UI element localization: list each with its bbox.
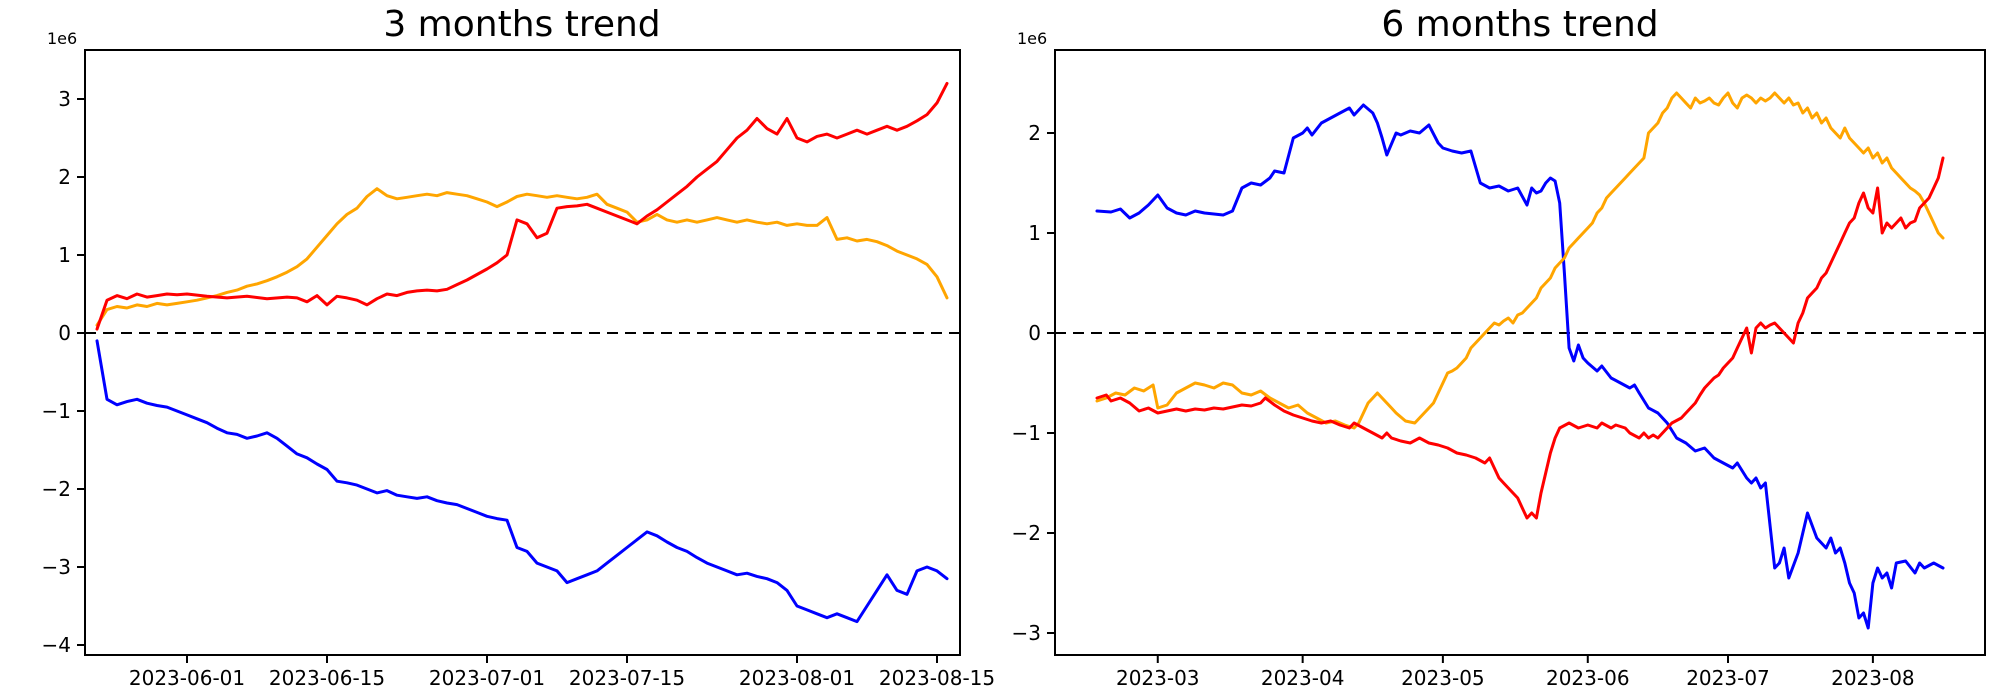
plot-area: 2 1 0 −1 −2 −3 2023-03 2023-04 2023-05 2023-06 202…	[1012, 49, 1986, 690]
series-line-blue	[1095, 103, 1945, 630]
y-tick-label: −3	[42, 555, 71, 579]
chart-3-months-trend: 3 months trend 1e6 3 2 1 0 −1 −2 −3 −4 2023-06-0…	[42, 4, 996, 690]
x-tick-label: 2023-03	[1116, 666, 1200, 690]
y-tick-label: −1	[1012, 421, 1041, 445]
plot-area: 3 2 1 0 −1 −2 −3 −4 2023-06-01 2023-06-15 2023-07-…	[42, 49, 995, 690]
x-tick-label: 2023-04	[1261, 666, 1345, 690]
y-tick-label: −3	[1012, 621, 1041, 645]
y-axis-offset-label: 1e6	[47, 29, 77, 48]
y-tick-label: −2	[1012, 521, 1041, 545]
y-axis-offset-label: 1e6	[1017, 29, 1047, 48]
x-tick-label: 2023-06-15	[269, 666, 385, 690]
x-tick-label: 2023-05	[1401, 666, 1485, 690]
x-tick-label: 2023-07	[1686, 666, 1770, 690]
y-tick-label: 0	[58, 321, 71, 345]
y-tick-label: 2	[58, 165, 71, 189]
y-tick-label: 2	[1028, 121, 1041, 145]
x-tick-label: 2023-08	[1831, 666, 1915, 690]
x-tick-label: 2023-07-01	[429, 666, 545, 690]
chart-title: 6 months trend	[1381, 4, 1658, 45]
x-tick-label: 2023-08-15	[879, 666, 995, 690]
y-tick-label: 1	[58, 243, 71, 267]
series-line-red	[95, 81, 949, 331]
axes-spines	[84, 49, 961, 656]
axes-spines	[1054, 49, 1986, 656]
y-tick-label: −4	[42, 633, 71, 657]
chart-title: 3 months trend	[383, 4, 660, 45]
series-line-blue	[95, 339, 949, 624]
x-tick-label: 2023-06	[1546, 666, 1630, 690]
y-tick-label: 3	[58, 87, 71, 111]
x-tick-label: 2023-08-01	[739, 666, 855, 690]
series-line-orange	[95, 187, 949, 327]
series-line-red	[1095, 156, 1945, 520]
y-tick-label: 1	[1028, 221, 1041, 245]
x-tick-label: 2023-06-01	[129, 666, 245, 690]
y-tick-label: 0	[1028, 321, 1041, 345]
y-tick-label: −2	[42, 477, 71, 501]
y-tick-label: −1	[42, 399, 71, 423]
chart-6-months-trend: 6 months trend 1e6 2 1 0 −1 −2 −3 2023-03 2023-…	[1012, 4, 1986, 690]
series-line-orange	[1095, 91, 1945, 430]
x-tick-label: 2023-07-15	[569, 666, 685, 690]
